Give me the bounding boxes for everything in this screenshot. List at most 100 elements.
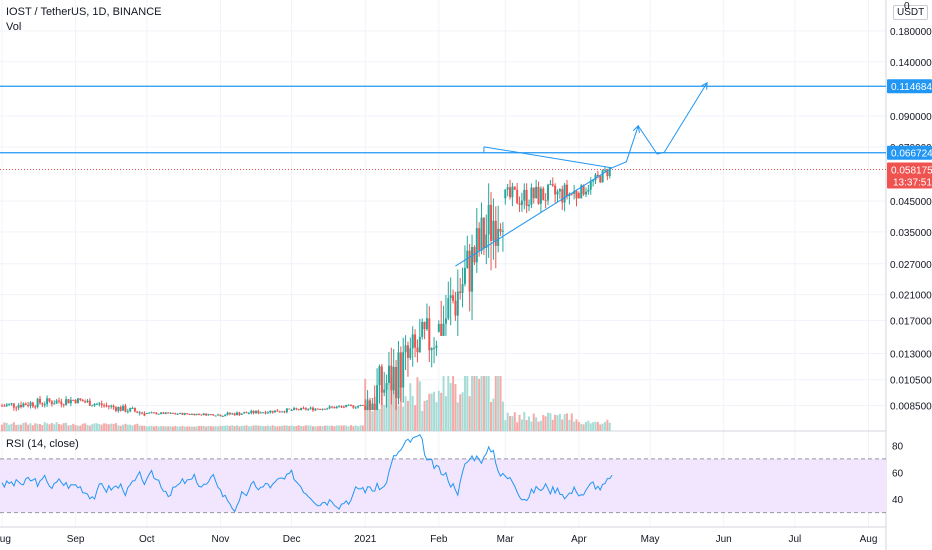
candle-body [53, 403, 56, 405]
candle-body [12, 403, 15, 408]
volume-bar [354, 425, 357, 431]
currency-tag[interactable]: USDT [893, 5, 929, 20]
volume-bar [307, 425, 310, 431]
candle-body [278, 411, 281, 413]
level-price-tag [887, 79, 932, 94]
candlesticks [1, 166, 611, 417]
volume-bar [247, 426, 250, 431]
volume-bar [321, 426, 324, 431]
time-tick-label: Jun [716, 534, 732, 545]
candle-body [129, 408, 132, 412]
volume-bar [98, 423, 101, 431]
volume-bar [27, 424, 30, 431]
candle-body [454, 300, 457, 316]
candle-body [274, 410, 277, 413]
candle-body [24, 403, 27, 406]
pair-title[interactable]: IOST / TetherUS, 1D, BINANCE [6, 6, 162, 18]
triangle-upper-trendline[interactable] [483, 146, 613, 169]
volume-bar [226, 425, 229, 431]
volume-bar [266, 425, 269, 431]
candle-body [86, 400, 89, 403]
volume-bar [162, 426, 165, 431]
volume-bar [167, 426, 170, 431]
volume-bar [271, 425, 274, 431]
candle-body [554, 185, 557, 195]
volume-bar [259, 425, 262, 431]
volume-bar [592, 422, 595, 431]
candle-body [321, 408, 324, 410]
candle-body [471, 247, 474, 292]
volume-bar [186, 426, 189, 431]
volume-bar [397, 405, 400, 431]
candle-body [416, 347, 419, 353]
volume-bar [46, 423, 49, 431]
volume-bar [535, 417, 538, 431]
volume-bar [238, 426, 241, 431]
volume-bar [471, 376, 474, 431]
volume-bar [81, 423, 84, 431]
candle-body [122, 405, 125, 411]
candle-body [349, 404, 352, 406]
candle-body [599, 176, 602, 183]
volume-bar [454, 384, 457, 431]
candle-body [114, 407, 117, 411]
candle-body [516, 189, 519, 204]
volume-bar [122, 424, 125, 431]
candle-body [480, 217, 483, 251]
candle-body [81, 400, 84, 402]
horizontal-levels[interactable] [0, 85, 886, 154]
candle-body [392, 366, 395, 391]
volume-label[interactable]: Vol [6, 21, 22, 33]
candle-body [437, 323, 440, 332]
candle-body [523, 189, 526, 201]
candle-body [181, 412, 184, 415]
candle-body [558, 189, 561, 192]
rsi-label[interactable]: RSI (14, close) [6, 438, 79, 450]
volume-bar [532, 413, 535, 431]
volume-bar [361, 425, 364, 431]
trend-drawings[interactable] [455, 81, 708, 267]
volume-bar [345, 425, 348, 431]
candle-body [482, 217, 485, 248]
volume-bar [300, 425, 303, 431]
volume-bar [297, 425, 300, 431]
volume-bar [131, 425, 134, 431]
candle-body [266, 412, 269, 414]
candle-body [478, 228, 481, 251]
candle-body [186, 413, 189, 415]
volume-bar [31, 425, 34, 431]
volume-bar [492, 398, 495, 431]
price-tick-label: 0.027000 [890, 260, 932, 271]
candle-body [440, 323, 443, 336]
volume-bar [143, 425, 146, 431]
candle-body [542, 188, 545, 201]
volume-bar [411, 396, 414, 431]
volume-bar [577, 421, 580, 431]
volume-bar [342, 425, 345, 431]
candle-body [537, 186, 540, 204]
price-tick-label: 0.180000 [890, 27, 932, 38]
volume-bar [323, 425, 326, 431]
projection-path[interactable] [611, 82, 708, 169]
time-tick-label: Nov [212, 534, 230, 545]
volume-bar [138, 425, 141, 431]
candle-body [200, 414, 203, 416]
volume-bar [347, 426, 350, 431]
candle-body [145, 412, 148, 414]
volume-bar [174, 425, 177, 431]
volume-bar [38, 423, 41, 431]
volume-bar [409, 383, 412, 431]
candle-body [245, 412, 248, 414]
volume-bar [463, 376, 466, 431]
volume-bar [378, 408, 381, 431]
volume-bar [179, 426, 182, 431]
candle-body [395, 366, 398, 399]
volume-bar [368, 404, 371, 431]
volume-bar [437, 390, 440, 431]
triangle-lower-trendline[interactable] [455, 167, 613, 267]
volume-bar [338, 425, 341, 431]
volume-bar [494, 376, 497, 431]
volume-bar [340, 425, 343, 431]
candle-body [501, 230, 504, 232]
